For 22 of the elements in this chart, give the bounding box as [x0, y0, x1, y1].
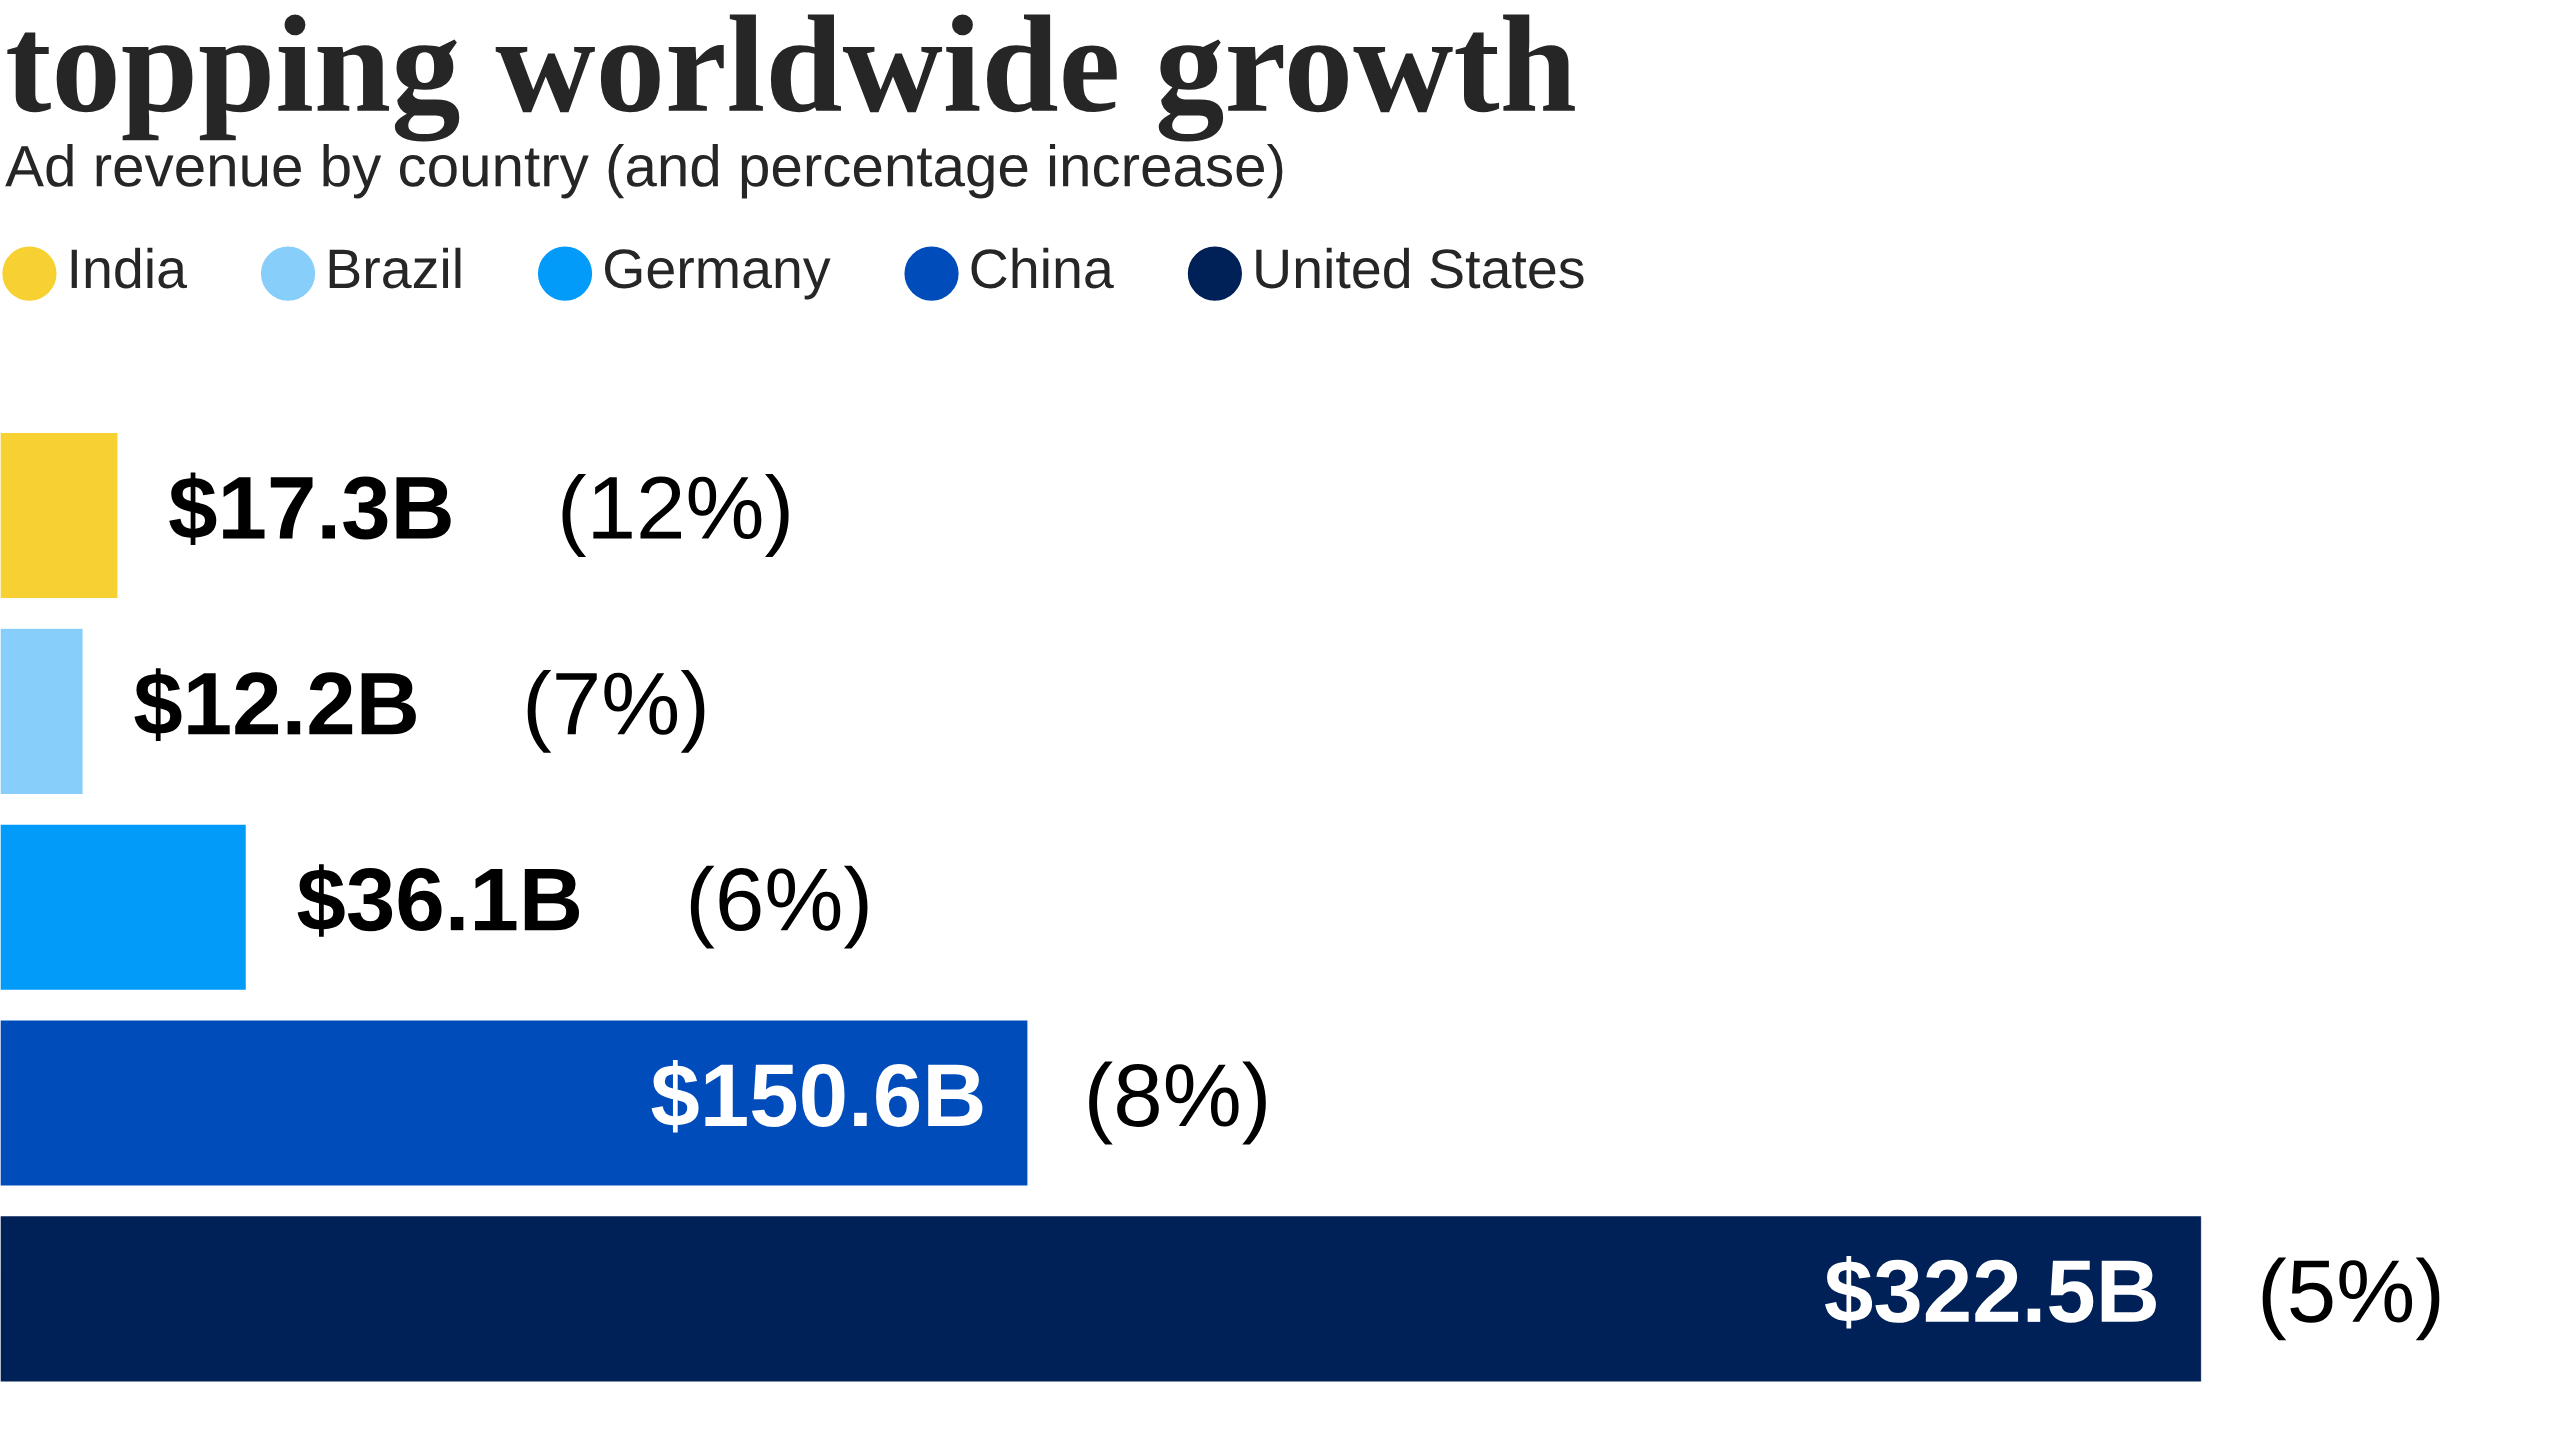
annotation: (7%): [527, 669, 705, 753]
chart-title: topping worldwide growth: [7, 14, 1575, 142]
text: United States: [1256, 247, 1584, 289]
bar: [0, 431, 119, 600]
bar: [0, 823, 248, 992]
text: India: [71, 247, 188, 289]
text: Brazil: [329, 247, 461, 289]
annotation: (8%): [1089, 1061, 1266, 1145]
data-label: $36.1B: [297, 864, 580, 937]
bar: [0, 1019, 1029, 1187]
data-label: $322.5B: [1825, 1255, 2156, 1329]
text: (5%): [2262, 1257, 2440, 1341]
text: Germany: [604, 249, 831, 300]
annotation: (12%): [562, 474, 789, 557]
data-label: $150.6B: [651, 1060, 983, 1133]
bar: [0, 1214, 2202, 1383]
chart-subtitle: Ad revenue by country (and percentage increase): [5, 144, 1283, 199]
bar: [0, 627, 84, 796]
data-label: $12.2B: [134, 668, 416, 741]
data-label: $17.3B: [169, 472, 451, 546]
text: China: [971, 247, 1114, 289]
annotation: (6%): [690, 865, 868, 949]
